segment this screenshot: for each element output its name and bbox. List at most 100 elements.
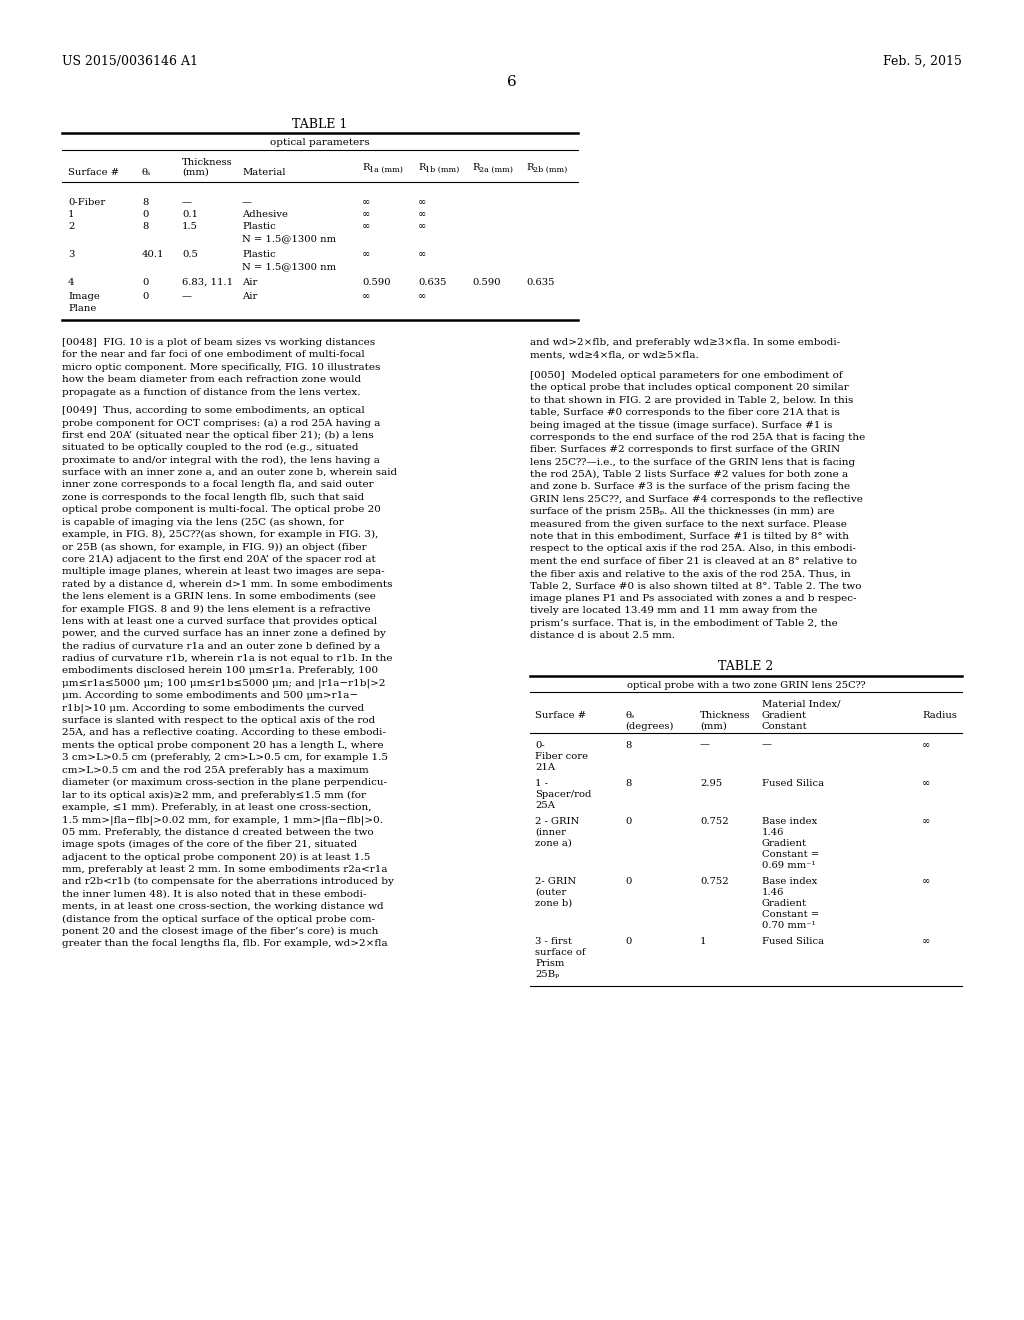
Text: Radius: Radius	[922, 710, 956, 719]
Text: Fused Silica: Fused Silica	[762, 779, 824, 788]
Text: 3: 3	[68, 249, 75, 259]
Text: μm. According to some embodiments and 500 μm>r1a−: μm. According to some embodiments and 50…	[62, 692, 358, 700]
Text: mm, preferably at least 2 mm. In some embodiments r2a<r1a: mm, preferably at least 2 mm. In some em…	[62, 865, 387, 874]
Text: greater than the focal lengths fla, flb. For example, wd>2×fla: greater than the focal lengths fla, flb.…	[62, 940, 388, 948]
Text: ∞: ∞	[418, 249, 426, 259]
Text: ments, wd≥4×fla, or wd≥5×fla.: ments, wd≥4×fla, or wd≥5×fla.	[530, 350, 698, 359]
Text: respect to the optical axis if the rod 25A. Also, in this embodi-: respect to the optical axis if the rod 2…	[530, 544, 856, 553]
Text: 0.752: 0.752	[700, 817, 729, 825]
Text: (inner: (inner	[535, 828, 566, 837]
Text: corresponds to the end surface of the rod 25A that is facing the: corresponds to the end surface of the ro…	[530, 433, 865, 442]
Text: 0.752: 0.752	[700, 876, 729, 886]
Text: 0.590: 0.590	[472, 279, 501, 286]
Text: Air: Air	[242, 292, 257, 301]
Text: tively are located 13.49 mm and 11 mm away from the: tively are located 13.49 mm and 11 mm aw…	[530, 606, 817, 615]
Text: Fiber core: Fiber core	[535, 751, 588, 760]
Text: 2- GRIN: 2- GRIN	[535, 876, 577, 886]
Text: 1b (mm): 1b (mm)	[425, 166, 460, 174]
Text: lar to its optical axis)≥2 mm, and preferably≤1.5 mm (for: lar to its optical axis)≥2 mm, and prefe…	[62, 791, 366, 800]
Text: being imaged at the tissue (image surface). Surface #1 is: being imaged at the tissue (image surfac…	[530, 420, 833, 429]
Text: θₛ: θₛ	[625, 710, 635, 719]
Text: 2.95: 2.95	[700, 779, 722, 788]
Text: Table 2, Surface #0 is also shown tilted at 8°. Table 2. The two: Table 2, Surface #0 is also shown tilted…	[530, 582, 861, 590]
Text: GRIN lens 25C⁇, and Surface #4 corresponds to the reflective: GRIN lens 25C⁇, and Surface #4 correspon…	[530, 495, 863, 504]
Text: power, and the curved surface has an inner zone a defined by: power, and the curved surface has an inn…	[62, 630, 386, 638]
Text: θₛ: θₛ	[142, 168, 152, 177]
Text: —: —	[762, 741, 772, 750]
Text: surface with an inner zone a, and an outer zone b, wherein said: surface with an inner zone a, and an out…	[62, 469, 397, 477]
Text: Thickness: Thickness	[182, 158, 232, 168]
Text: 8: 8	[625, 741, 632, 750]
Text: (mm): (mm)	[700, 722, 727, 730]
Text: ∞: ∞	[922, 876, 931, 886]
Text: ∞: ∞	[922, 779, 931, 788]
Text: TABLE 1: TABLE 1	[292, 117, 348, 131]
Text: prism’s surface. That is, in the embodiment of Table 2, the: prism’s surface. That is, in the embodim…	[530, 619, 838, 628]
Text: cm>L>0.5 cm and the rod 25A preferably has a maximum: cm>L>0.5 cm and the rod 25A preferably h…	[62, 766, 369, 775]
Text: US 2015/0036146 A1: US 2015/0036146 A1	[62, 55, 198, 69]
Text: Base index: Base index	[762, 876, 817, 886]
Text: the radius of curvature r1a and an outer zone b defined by a: the radius of curvature r1a and an outer…	[62, 642, 380, 651]
Text: 1 -: 1 -	[535, 779, 548, 788]
Text: 2b (mm): 2b (mm)	[534, 166, 567, 174]
Text: 25A: 25A	[535, 801, 555, 809]
Text: 0-: 0-	[535, 741, 545, 750]
Text: 6.83, 11.1: 6.83, 11.1	[182, 279, 233, 286]
Text: situated to be optically coupled to the rod (e.g., situated: situated to be optically coupled to the …	[62, 444, 358, 453]
Text: —: —	[182, 198, 193, 207]
Text: 2: 2	[68, 222, 75, 231]
Text: optical probe component is multi-focal. The optical probe 20: optical probe component is multi-focal. …	[62, 506, 381, 515]
Text: ment the end surface of fiber 21 is cleaved at an 8° relative to: ment the end surface of fiber 21 is clea…	[530, 557, 857, 566]
Text: 1: 1	[700, 937, 707, 945]
Text: the rod 25A), Table 2 lists Surface #2 values for both zone a: the rod 25A), Table 2 lists Surface #2 v…	[530, 470, 848, 479]
Text: 1.46: 1.46	[762, 887, 784, 896]
Text: 40.1: 40.1	[142, 249, 165, 259]
Text: 0.635: 0.635	[526, 279, 555, 286]
Text: Constant =: Constant =	[762, 850, 819, 858]
Text: Thickness: Thickness	[700, 710, 751, 719]
Text: diameter (or maximum cross-section in the plane perpendicu-: diameter (or maximum cross-section in th…	[62, 777, 387, 787]
Text: 0.635: 0.635	[418, 279, 446, 286]
Text: N = 1.5@1300 nm: N = 1.5@1300 nm	[242, 261, 336, 271]
Text: or 25B (as shown, for example, in FIG. 9)) an object (fiber: or 25B (as shown, for example, in FIG. 9…	[62, 543, 367, 552]
Text: Fused Silica: Fused Silica	[762, 937, 824, 945]
Text: 2 - GRIN: 2 - GRIN	[535, 817, 580, 825]
Text: measured from the given surface to the next surface. Please: measured from the given surface to the n…	[530, 520, 847, 528]
Text: 6: 6	[507, 75, 517, 88]
Text: 3 - first: 3 - first	[535, 937, 571, 945]
Text: ∞: ∞	[418, 292, 426, 301]
Text: TABLE 2: TABLE 2	[719, 660, 773, 673]
Text: ∞: ∞	[922, 937, 931, 945]
Text: surface of: surface of	[535, 948, 586, 957]
Text: 21A: 21A	[535, 763, 555, 772]
Text: ∞: ∞	[418, 210, 426, 219]
Text: surface is slanted with respect to the optical axis of the rod: surface is slanted with respect to the o…	[62, 715, 375, 725]
Text: —: —	[242, 198, 252, 207]
Text: ∞: ∞	[362, 222, 371, 231]
Text: optical parameters: optical parameters	[270, 139, 370, 147]
Text: 0.1: 0.1	[182, 210, 198, 219]
Text: 0: 0	[625, 876, 632, 886]
Text: is capable of imaging via the lens (25C (as shown, for: is capable of imaging via the lens (25C …	[62, 517, 344, 527]
Text: ments, in at least one cross-section, the working distance wd: ments, in at least one cross-section, th…	[62, 902, 384, 911]
Text: image planes P1 and Ps associated with zones a and b respec-: image planes P1 and Ps associated with z…	[530, 594, 856, 603]
Text: multiple image planes, wherein at least two images are sepa-: multiple image planes, wherein at least …	[62, 568, 385, 577]
Text: Feb. 5, 2015: Feb. 5, 2015	[883, 55, 962, 69]
Text: Gradient: Gradient	[762, 838, 807, 847]
Text: optical probe with a two zone GRIN lens 25C⁇: optical probe with a two zone GRIN lens …	[627, 681, 865, 689]
Text: 25A, and has a reflective coating. According to these embodi-: 25A, and has a reflective coating. Accor…	[62, 729, 386, 738]
Text: 1.5 mm>|fla−flb|>0.02 mm, for example, 1 mm>|fla−flb|>0.: 1.5 mm>|fla−flb|>0.02 mm, for example, 1…	[62, 816, 383, 825]
Text: 0.5: 0.5	[182, 249, 198, 259]
Text: R: R	[472, 162, 479, 172]
Text: Base index: Base index	[762, 817, 817, 825]
Text: r1b|>10 μm. According to some embodiments the curved: r1b|>10 μm. According to some embodiment…	[62, 704, 365, 713]
Text: table, Surface #0 corresponds to the fiber core 21A that is: table, Surface #0 corresponds to the fib…	[530, 408, 840, 417]
Text: 1a (mm): 1a (mm)	[369, 166, 403, 174]
Text: —: —	[182, 292, 193, 301]
Text: [0049]  Thus, according to some embodiments, an optical: [0049] Thus, according to some embodimen…	[62, 407, 365, 414]
Text: note that in this embodiment, Surface #1 is tilted by 8° with: note that in this embodiment, Surface #1…	[530, 532, 849, 541]
Text: (outer: (outer	[535, 887, 566, 896]
Text: the inner lumen 48). It is also noted that in these embodi-: the inner lumen 48). It is also noted th…	[62, 890, 367, 899]
Text: 0-Fiber: 0-Fiber	[68, 198, 105, 207]
Text: 4: 4	[68, 279, 75, 286]
